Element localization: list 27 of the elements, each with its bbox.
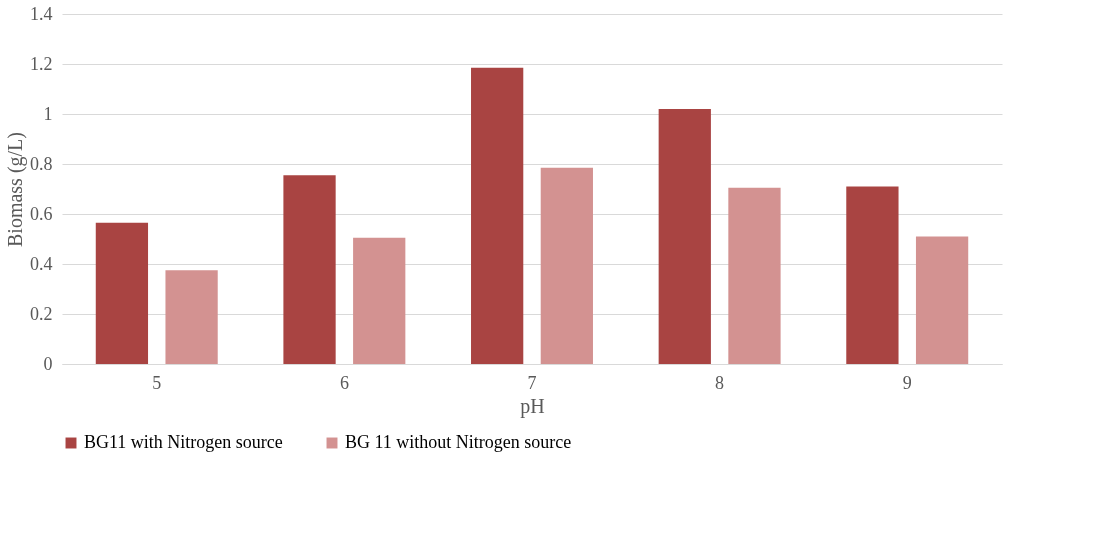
x-tick-label: 5: [152, 372, 162, 393]
bar: [658, 109, 711, 364]
x-tick-label: 9: [902, 372, 912, 393]
y-axis-title: Biomass (g/L): [4, 132, 27, 247]
legend-label: BG 11 without Nitrogen source: [345, 432, 572, 452]
bar: [728, 187, 781, 364]
bar: [353, 237, 406, 364]
x-tick-label: 7: [527, 372, 537, 393]
y-tick-label: 0.8: [30, 153, 53, 174]
bar: [471, 67, 524, 364]
bar: [915, 236, 969, 364]
bar: [846, 186, 899, 364]
legend-label: BG11 with Nitrogen source: [84, 432, 283, 452]
bar: [165, 270, 218, 364]
y-tick-label: 1.4: [30, 3, 53, 24]
y-tick-label: 0.4: [30, 253, 53, 274]
y-tick-label: 0: [43, 353, 53, 374]
x-tick-label: 6: [339, 372, 349, 393]
bar: [95, 222, 149, 364]
y-tick-label: 0.6: [30, 203, 53, 224]
y-tick-label: 1.2: [30, 53, 53, 74]
bar: [540, 167, 593, 364]
x-axis-title: pH: [520, 394, 545, 418]
y-tick-label: 0.2: [30, 303, 53, 324]
bar: [283, 175, 336, 364]
y-tick-label: 1: [43, 103, 53, 124]
x-tick-label: 8: [715, 372, 725, 393]
